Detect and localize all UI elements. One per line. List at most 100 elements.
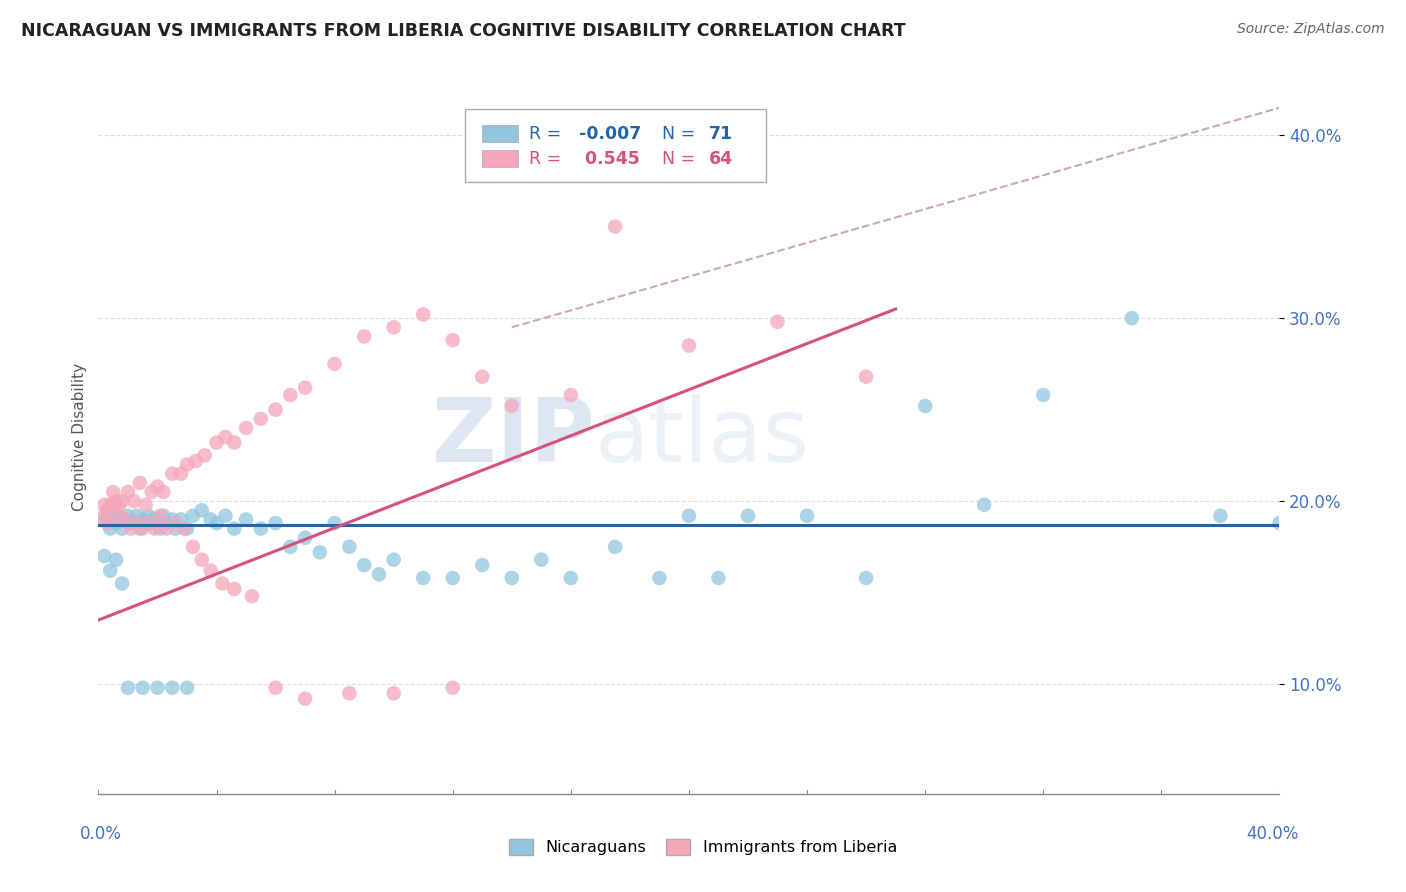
Point [214, 508, 236, 523]
Point [155, 522, 177, 536]
Point [309, 545, 332, 559]
Point [441, 333, 464, 347]
Point [170, 467, 193, 481]
Point [117, 485, 139, 500]
Point [138, 516, 160, 530]
Point [120, 522, 142, 536]
Point [224, 522, 246, 536]
Text: -0.007: -0.007 [579, 125, 641, 143]
Point [200, 512, 222, 526]
Y-axis label: Cognitive Disability: Cognitive Disability [72, 363, 87, 511]
Point [412, 571, 434, 585]
Point [471, 369, 494, 384]
Point [382, 552, 405, 566]
Point [530, 552, 553, 566]
Point [132, 522, 155, 536]
Point [146, 479, 169, 493]
Point [796, 508, 818, 523]
Point [250, 411, 273, 425]
Point [108, 498, 131, 512]
Point [135, 516, 157, 530]
Point [412, 308, 434, 322]
Point [205, 435, 228, 450]
Point [125, 516, 148, 530]
Point [235, 421, 257, 435]
Point [605, 219, 627, 234]
Point [122, 516, 145, 530]
Point [678, 338, 700, 352]
Text: Source: ZipAtlas.com: Source: ZipAtlas.com [1237, 22, 1385, 37]
Point [93, 512, 115, 526]
Point [162, 512, 183, 526]
Point [264, 402, 287, 417]
Point [181, 508, 204, 523]
Point [176, 681, 198, 695]
Point [111, 522, 134, 536]
Point [501, 571, 523, 585]
Point [1032, 388, 1054, 402]
Point [170, 512, 193, 526]
Point [155, 516, 177, 530]
Point [382, 320, 405, 334]
Point [235, 512, 257, 526]
Point [441, 571, 464, 585]
Point [114, 512, 136, 526]
Point [143, 522, 166, 536]
Point [194, 449, 217, 463]
Point [250, 522, 273, 536]
Point [280, 388, 302, 402]
Point [125, 508, 148, 523]
Point [93, 498, 115, 512]
Text: 0.545: 0.545 [579, 150, 640, 168]
Point [264, 516, 287, 530]
FancyBboxPatch shape [482, 150, 517, 168]
Text: 0.0%: 0.0% [80, 825, 122, 843]
FancyBboxPatch shape [464, 109, 766, 182]
Point [165, 516, 187, 530]
Point [1121, 311, 1143, 326]
Point [224, 582, 246, 596]
Point [353, 558, 375, 573]
Point [96, 516, 118, 530]
Point [146, 681, 169, 695]
Point [280, 540, 302, 554]
FancyBboxPatch shape [482, 125, 517, 143]
Point [707, 571, 730, 585]
Point [605, 540, 627, 554]
Text: NICARAGUAN VS IMMIGRANTS FROM LIBERIA COGNITIVE DISABILITY CORRELATION CHART: NICARAGUAN VS IMMIGRANTS FROM LIBERIA CO… [21, 22, 905, 40]
Text: 64: 64 [709, 150, 733, 168]
Point [93, 508, 115, 523]
Point [224, 435, 246, 450]
Point [1209, 508, 1232, 523]
Point [1268, 516, 1291, 530]
Point [98, 498, 121, 512]
Point [973, 498, 995, 512]
Point [122, 494, 145, 508]
Text: 71: 71 [709, 125, 733, 143]
Point [165, 522, 187, 536]
Point [120, 516, 142, 530]
Point [205, 516, 228, 530]
Point [152, 485, 174, 500]
Point [98, 564, 121, 578]
Point [111, 494, 134, 508]
Point [176, 522, 198, 536]
Point [132, 681, 155, 695]
Point [149, 508, 172, 523]
Text: N =: N = [662, 150, 700, 168]
Point [339, 540, 361, 554]
Point [103, 503, 125, 517]
Point [128, 522, 150, 536]
Point [135, 498, 157, 512]
Point [143, 512, 166, 526]
Point [162, 467, 183, 481]
Point [117, 681, 139, 695]
Point [678, 508, 700, 523]
Point [152, 508, 174, 523]
Point [211, 576, 233, 591]
Point [108, 508, 131, 523]
Point [648, 571, 671, 585]
Point [501, 399, 523, 413]
Point [184, 454, 207, 468]
Point [111, 576, 134, 591]
